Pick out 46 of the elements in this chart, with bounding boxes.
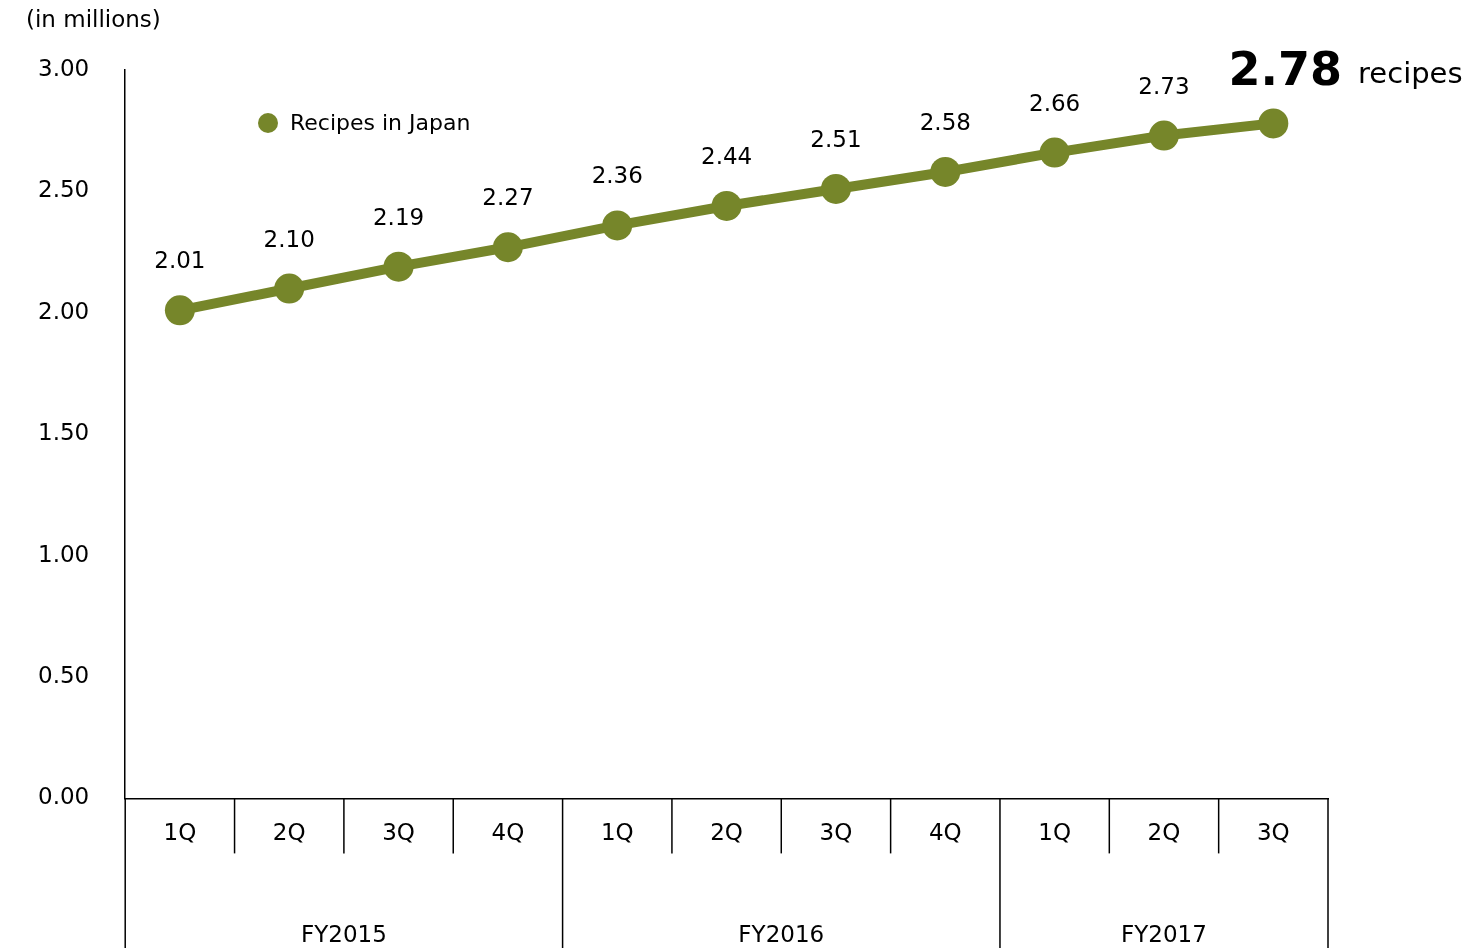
point xyxy=(711,190,742,221)
data-label: 2.51 xyxy=(810,125,862,152)
y-tick-label: 0.50 xyxy=(37,661,90,688)
y-tick-label: 0.00 xyxy=(37,783,90,810)
point xyxy=(492,232,523,263)
data-label: 2.19 xyxy=(372,203,425,230)
point xyxy=(1039,137,1070,168)
legend-label: Recipes in Japan xyxy=(290,110,471,135)
text: FY2015 xyxy=(300,921,387,947)
point xyxy=(274,273,305,304)
x-tick-label: 3Q xyxy=(819,819,853,846)
text: FY2016 xyxy=(738,921,825,947)
point xyxy=(1258,108,1289,139)
y-tick-label: 2.50 xyxy=(37,176,90,203)
y-axis-title: (in millions) xyxy=(26,6,161,32)
x-tick-label: 1Q xyxy=(600,819,634,846)
point xyxy=(602,210,633,241)
y-tick-label: 1.00 xyxy=(37,540,90,567)
x-tick-label: 1Q xyxy=(163,819,197,846)
data-label: 2.27 xyxy=(482,184,534,211)
x-tick-label: 3Q xyxy=(382,819,415,846)
point xyxy=(820,173,851,204)
data-label: 2.10 xyxy=(263,225,315,252)
data-label: 2.01 xyxy=(154,247,206,274)
point xyxy=(930,156,961,187)
y-tick-label: 3.00 xyxy=(37,54,90,81)
point xyxy=(164,295,195,326)
data-label: 2.58 xyxy=(919,108,971,135)
text: FY2017 xyxy=(1121,921,1207,947)
x-tick-label: 3Q xyxy=(1256,819,1290,846)
data-label: 2.73 xyxy=(1138,72,1190,99)
data-label: 2.44 xyxy=(701,142,753,169)
point xyxy=(383,251,414,282)
data-label: 2.66 xyxy=(1029,89,1081,116)
y-tick-label: 2.00 xyxy=(37,297,90,324)
x-tick-label: 2Q xyxy=(272,819,306,846)
data-label: 2.78 xyxy=(1228,42,1343,97)
text: recipes xyxy=(1358,56,1463,91)
data-label: 2.36 xyxy=(591,162,643,189)
y-tick-label: 1.50 xyxy=(37,419,90,446)
point xyxy=(1148,120,1179,151)
x-tick-label: 4Q xyxy=(491,819,525,846)
x-tick-label: 1Q xyxy=(1038,819,1072,846)
x-tick-label: 2Q xyxy=(1147,819,1181,846)
x-tick-label: 4Q xyxy=(928,819,962,846)
x-tick-label: 2Q xyxy=(710,819,743,846)
